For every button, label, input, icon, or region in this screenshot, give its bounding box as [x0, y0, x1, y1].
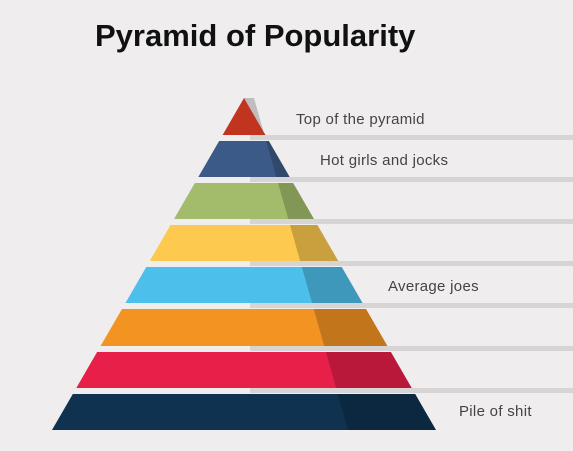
pyramid-level-shade	[244, 98, 266, 135]
divider-line	[250, 261, 573, 266]
page-title: Pyramid of Popularity	[95, 18, 416, 53]
level-label: Hot girls and jocks	[320, 152, 449, 169]
divider-line	[250, 177, 573, 182]
pyramid-level-shade	[266, 141, 290, 177]
pyramid-level-2	[198, 141, 290, 177]
pyramid-level-4	[149, 225, 339, 261]
level-label: Top of the pyramid	[296, 111, 425, 128]
pyramid-level-7	[76, 352, 412, 388]
pyramid-level-shade	[325, 352, 412, 388]
pyramid-level-shade	[337, 394, 436, 430]
pyramid-level-shade	[313, 309, 388, 346]
pyramid-level-3	[174, 183, 314, 219]
divider-line	[250, 303, 573, 308]
divider-line	[250, 135, 573, 140]
pyramid-level-8	[52, 394, 436, 430]
pyramid-level-shade	[289, 225, 339, 261]
pyramid-level-1	[222, 98, 266, 135]
pyramid-level-shade	[301, 267, 363, 303]
level-label: Pile of shit	[459, 403, 532, 420]
level-label: Average joes	[388, 278, 479, 295]
pyramid-level-6	[100, 309, 388, 346]
pyramid-level-shade	[278, 183, 314, 219]
divider-line	[250, 346, 573, 351]
divider-line	[250, 388, 573, 393]
pyramid-level-5	[125, 267, 363, 303]
divider-line	[250, 219, 573, 224]
